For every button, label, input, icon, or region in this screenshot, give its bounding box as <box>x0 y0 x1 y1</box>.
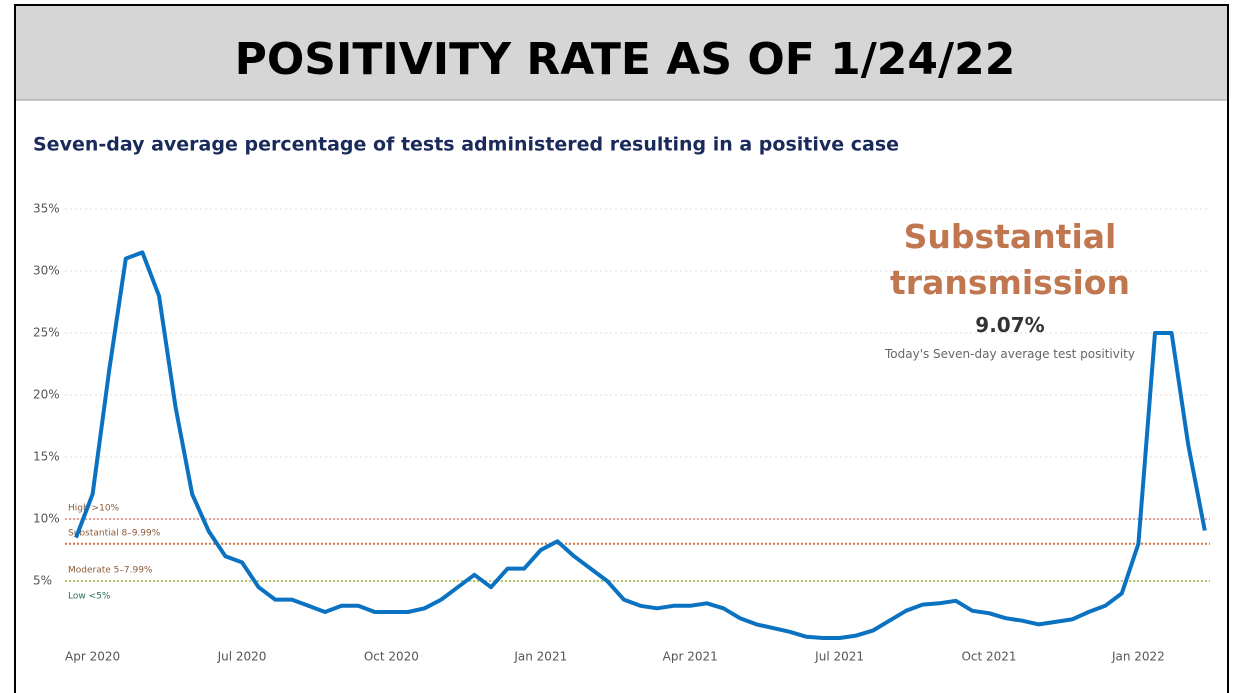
x-tick-label: Jan 2021 <box>513 650 567 664</box>
x-tick-label: Apr 2021 <box>663 650 718 664</box>
y-tick-label: 25% <box>33 326 60 340</box>
threshold-label: High >10% <box>68 504 120 514</box>
y-tick-label: 35% <box>33 202 60 216</box>
threshold-label: Low <5% <box>68 592 111 602</box>
threshold-label: Moderate 5–7.99% <box>68 566 153 576</box>
page-title: POSITIVITY RATE AS OF 1/24/22 <box>235 34 1016 85</box>
x-tick-label: Apr 2020 <box>65 650 120 664</box>
y-tick-label: 30% <box>33 264 60 278</box>
x-tick-label: Jul 2020 <box>217 650 267 664</box>
header-band <box>15 5 1228 100</box>
y-tick-label: 10% <box>33 512 60 526</box>
x-tick-label: Oct 2020 <box>364 650 419 664</box>
y-tick-label: 20% <box>33 388 60 402</box>
y-tick-label: 5% <box>33 574 52 588</box>
chart-title: Seven-day average percentage of tests ad… <box>33 134 899 156</box>
threshold-label: Substantial 8–9.99% <box>68 528 161 538</box>
frame <box>14 4 1229 693</box>
kpi-caption: Today's Seven-day average test positivit… <box>884 347 1135 361</box>
status-annotation: Substantial transmission <box>890 217 1130 302</box>
data-line <box>74 250 1207 640</box>
y-tick-label: 15% <box>33 450 60 464</box>
kpi: 9.07% <box>975 313 1045 337</box>
x-tick-label: Jan 2022 <box>1111 650 1165 664</box>
x-tick-label: Jul 2021 <box>814 650 864 664</box>
x-tick-label: Oct 2021 <box>961 650 1016 664</box>
